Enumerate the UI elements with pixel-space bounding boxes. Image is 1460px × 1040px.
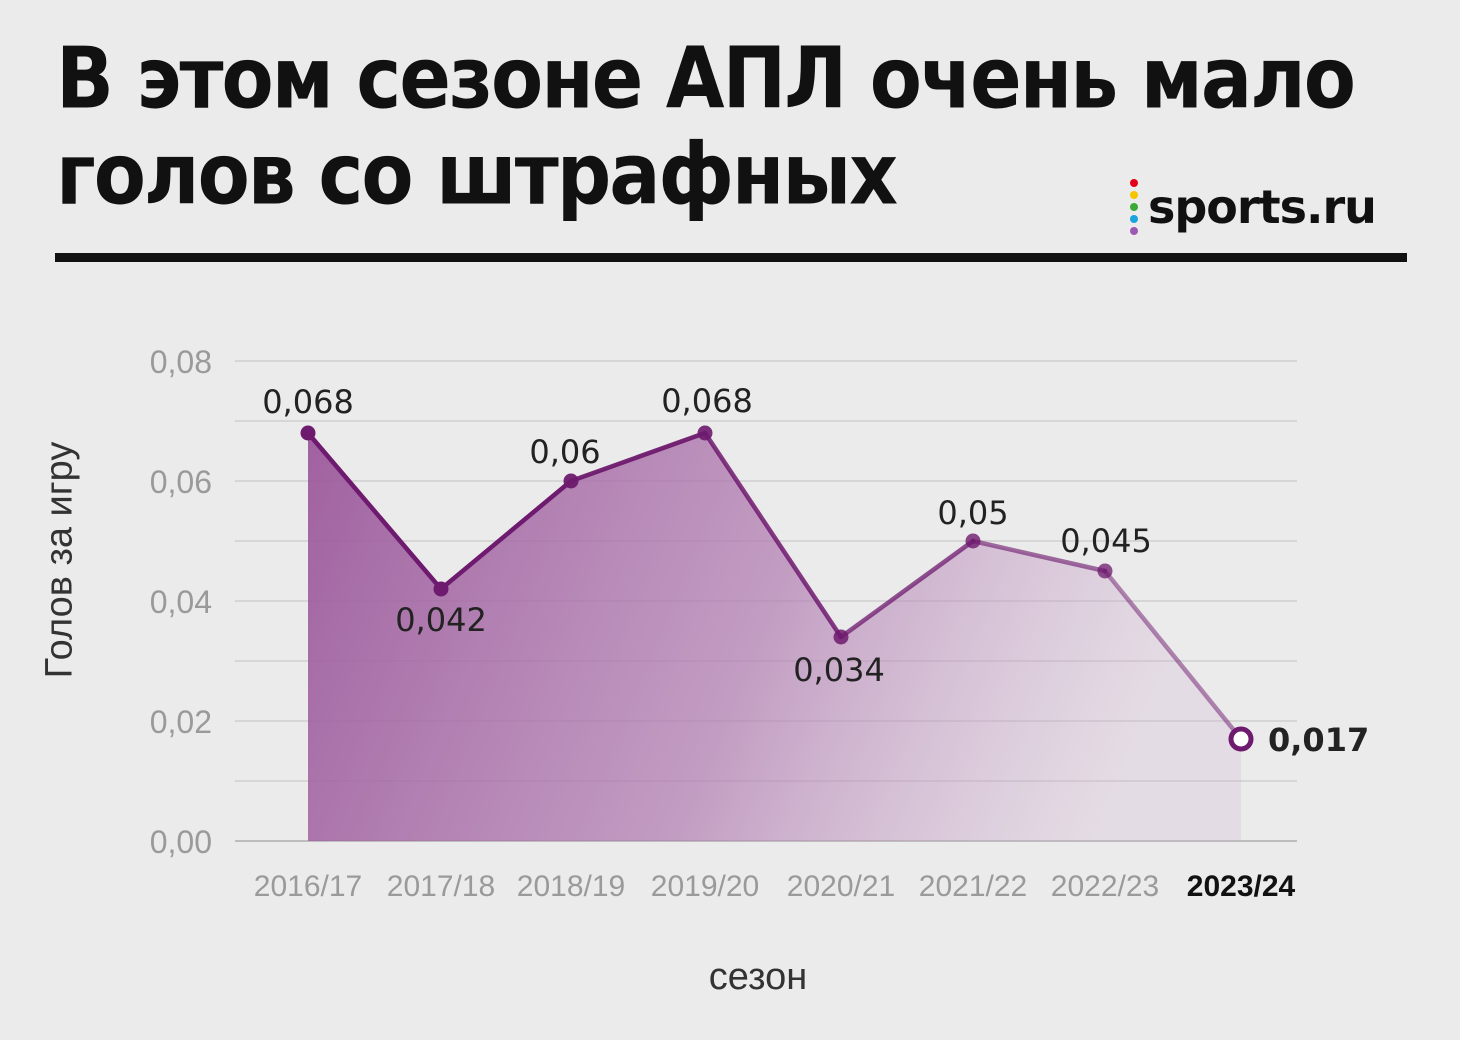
data-label: 0,068	[661, 382, 753, 420]
data-point-highlight	[1228, 726, 1254, 752]
data-label: 0,06	[529, 433, 600, 471]
data-label: 0,034	[793, 651, 885, 689]
data-point	[697, 425, 713, 441]
data-point	[833, 629, 849, 645]
series-segment	[702, 430, 844, 640]
logo-dot	[1130, 179, 1138, 187]
title-line-2: голов со штрафных	[56, 124, 898, 224]
data-label: 0,068	[262, 383, 354, 421]
x-tick-label: 2017/18	[387, 870, 495, 903]
y-tick-label: 0,08	[150, 344, 212, 380]
x-tick-label: 2023/24	[1187, 870, 1296, 903]
data-point	[300, 425, 316, 441]
area-fill	[308, 433, 1241, 841]
x-tick-label: 2021/22	[919, 870, 1027, 903]
title-line-1: В этом сезоне АПЛ очень мало	[56, 27, 1356, 128]
data-point	[433, 581, 449, 597]
x-tick-label: 2022/23	[1051, 870, 1159, 903]
x-tick-label: 2016/17	[254, 870, 362, 903]
logo-dot	[1130, 227, 1138, 235]
logo-text: sports.ru	[1148, 180, 1377, 234]
data-label: 0,05	[937, 494, 1008, 532]
y-tick-label: 0,06	[150, 464, 212, 500]
x-tick-label: 2020/21	[787, 870, 895, 903]
x-tick-label: 2019/20	[651, 870, 759, 903]
data-label: 0,017	[1268, 721, 1369, 759]
x-axis-title: сезон	[708, 956, 808, 998]
y-axis-title: Голов за игру	[38, 441, 81, 679]
data-points	[300, 425, 1254, 752]
series-line	[305, 430, 1244, 742]
series-segment	[970, 538, 1108, 574]
series-segment	[568, 430, 708, 484]
data-point	[965, 533, 981, 549]
logo-dot	[1130, 191, 1138, 199]
y-tick-label: 0,02	[150, 704, 212, 740]
data-point	[1097, 563, 1113, 579]
chart-title: В этом сезоне АПЛ очень мало голов со шт…	[56, 27, 1356, 224]
data-label: 0,045	[1060, 522, 1152, 560]
logo-dot	[1130, 203, 1138, 211]
y-tick-label: 0,04	[150, 584, 212, 620]
sports-ru-logo: sports.ru	[1130, 172, 1377, 242]
series-segment	[305, 430, 444, 592]
series-segment	[438, 478, 574, 592]
x-axis-ticks: 2016/17 2017/18 2018/19 2019/20 2020/21 2021/…	[254, 870, 1296, 903]
data-labels: 0,068 0,042 0,06 0,068 0,034 0,05 0,045 0,017	[262, 382, 1369, 759]
x-tick-label: 2018/19	[517, 870, 625, 903]
data-point	[563, 473, 579, 489]
y-axis-ticks: 0,00 0,02 0,04 0,06 0,08	[150, 344, 212, 860]
logo-dots-icon	[1130, 179, 1138, 235]
y-tick-label: 0,00	[150, 824, 212, 860]
logo-dot	[1130, 215, 1138, 223]
series-segment	[1102, 568, 1244, 742]
title-divider	[55, 253, 1407, 262]
data-label: 0,042	[395, 601, 487, 639]
series-segment	[838, 538, 976, 640]
